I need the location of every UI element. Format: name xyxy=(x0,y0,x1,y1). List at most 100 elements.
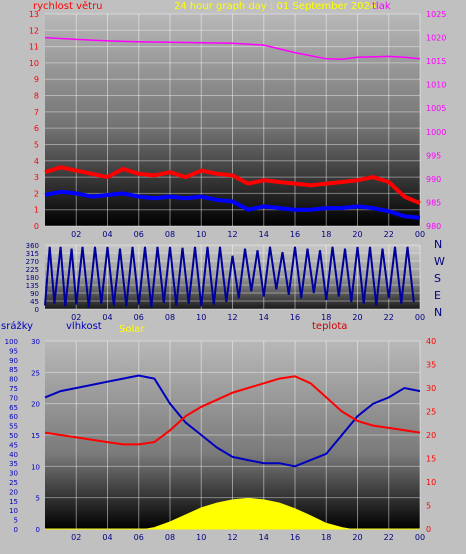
top-left-tick-label: 0 xyxy=(34,222,39,231)
rain-tick-label: 20 xyxy=(9,488,18,496)
top-x-tick-label: 02 xyxy=(71,230,81,239)
rain-tick-label: 25 xyxy=(9,479,18,487)
top-left-tick-label: 10 xyxy=(29,59,39,68)
humidity-tick-label: 15 xyxy=(31,432,40,440)
pressure-label: tlak xyxy=(372,1,391,12)
humidity-tick-label: 20 xyxy=(31,401,40,409)
top-left-tick-label: 8 xyxy=(34,92,39,101)
mid-x-tick-label: 10 xyxy=(196,313,206,322)
rain-tick-label: 30 xyxy=(9,470,18,478)
top-right-tick-label: 985 xyxy=(426,198,441,207)
solar-label: Solar xyxy=(119,324,145,335)
rain-tick-label: 100 xyxy=(5,338,18,346)
rain-tick-label: 40 xyxy=(9,451,18,459)
bot-x-tick-label: 20 xyxy=(352,533,362,542)
top-x-tick-label: 14 xyxy=(259,230,269,239)
top-left-tick-label: 9 xyxy=(34,75,39,84)
bot-x-tick-label: 04 xyxy=(102,533,112,542)
mid-x-tick-label: 04 xyxy=(102,313,112,322)
rain-tick-label: 0 xyxy=(14,526,18,534)
top-left-tick-label: 7 xyxy=(34,108,39,117)
rain-tick-label: 95 xyxy=(9,347,18,355)
direction-letter-e: E xyxy=(434,289,441,302)
bot-x-tick-label: 12 xyxy=(227,533,237,542)
top-right-tick-label: 1020 xyxy=(426,34,446,43)
bottom-series-line-0 xyxy=(44,374,421,468)
top-x-tick-label: 12 xyxy=(227,230,237,239)
top-right-tick-label: 1010 xyxy=(426,81,446,90)
rain-tick-label: 75 xyxy=(9,385,18,393)
temperature-tick-label: 15 xyxy=(426,455,436,464)
rain-tick-label: 15 xyxy=(9,498,18,506)
top-left-tick-label: 6 xyxy=(34,124,39,133)
mid-x-tick-label: 14 xyxy=(259,313,269,322)
direction-tick-label: 135 xyxy=(26,282,39,290)
direction-letter-w: W xyxy=(434,255,445,268)
temperature-tick-label: 10 xyxy=(426,478,436,487)
temperature-tick-label: 25 xyxy=(426,408,436,417)
rain-tick-label: 45 xyxy=(9,441,18,449)
top-right-tick-label: 1015 xyxy=(426,57,446,66)
solar-area xyxy=(45,497,420,530)
top-right-tick-label: 1005 xyxy=(426,104,446,113)
rain-tick-label: 85 xyxy=(9,366,18,374)
humidity-label: vlhkost xyxy=(66,321,102,332)
top-right-tick-label: 990 xyxy=(426,175,441,184)
direction-tick-label: 225 xyxy=(26,266,39,274)
humidity-tick-label: 30 xyxy=(31,338,40,346)
direction-tick-label: 45 xyxy=(30,298,39,306)
bot-x-tick-label: 16 xyxy=(290,533,300,542)
mid-x-tick-label: 02 xyxy=(71,313,81,322)
direction-tick-label: 270 xyxy=(26,258,39,266)
top-x-tick-label: 00 xyxy=(415,230,425,239)
bot-x-tick-label: 18 xyxy=(321,533,331,542)
bot-x-tick-label: 06 xyxy=(134,533,144,542)
rain-tick-label: 90 xyxy=(9,357,18,365)
mid-x-tick-label: 20 xyxy=(352,313,362,322)
top-left-tick-label: 4 xyxy=(34,157,39,166)
direction-tick-label: 315 xyxy=(26,250,39,258)
mid-x-tick-label: 16 xyxy=(290,313,300,322)
top-series-line-0 xyxy=(44,165,421,206)
top-left-tick-label: 11 xyxy=(29,43,39,52)
top-panel-background xyxy=(45,14,420,226)
chart-title: 24 hour graph day : 01 September 2024 xyxy=(174,1,376,12)
mid-x-tick-label: 18 xyxy=(321,313,331,322)
top-x-tick-label: 22 xyxy=(384,230,394,239)
top-left-tick-label: 13 xyxy=(29,10,39,19)
wind-speed-label: rychlost větru xyxy=(33,0,103,12)
rain-tick-label: 35 xyxy=(9,460,18,468)
direction-tick-label: 90 xyxy=(30,290,39,298)
bot-x-tick-label: 10 xyxy=(196,533,206,542)
direction-series-line-0 xyxy=(44,246,415,308)
rain-tick-label: 55 xyxy=(9,423,18,431)
top-x-tick-label: 04 xyxy=(102,230,112,239)
humidity-tick-label: 0 xyxy=(36,526,40,534)
top-left-tick-label: 5 xyxy=(34,140,39,149)
direction-tick-label: 180 xyxy=(26,274,39,282)
temperature-tick-label: 30 xyxy=(426,384,436,393)
bottom-panel-background xyxy=(45,341,420,529)
bot-x-tick-label: 02 xyxy=(71,533,81,542)
bot-x-tick-label: 14 xyxy=(259,533,269,542)
top-right-tick-label: 1025 xyxy=(426,10,446,19)
temperature-tick-label: 35 xyxy=(426,361,436,370)
top-left-tick-label: 3 xyxy=(34,173,39,182)
bot-x-tick-label: 00 xyxy=(415,533,425,542)
direction-tick-label: 360 xyxy=(26,242,39,250)
direction-letter-n-bottom: N xyxy=(434,306,442,319)
mid-x-tick-label: 00 xyxy=(415,313,425,322)
temperature-tick-label: 5 xyxy=(426,502,431,511)
top-left-tick-label: 1 xyxy=(34,206,39,215)
top-series-line-1 xyxy=(44,189,421,220)
rain-tick-label: 65 xyxy=(9,404,18,412)
direction-letter-n-top: N xyxy=(434,238,442,251)
top-x-tick-label: 10 xyxy=(196,230,206,239)
direction-tick-label: 0 xyxy=(35,306,39,314)
rain-tick-label: 50 xyxy=(9,432,18,440)
top-x-tick-label: 18 xyxy=(321,230,331,239)
top-x-tick-label: 20 xyxy=(352,230,362,239)
rain-label: srážky xyxy=(1,320,33,332)
